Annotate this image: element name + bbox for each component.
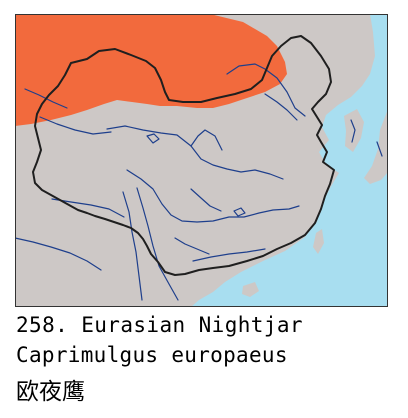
river-han [190,188,222,212]
range-map [15,14,388,307]
river-korea [350,119,356,143]
river-songhua [264,93,298,121]
hainan-island [242,282,259,297]
country-border [32,35,335,276]
species-chinese-name: 欧夜鹰 [16,379,85,405]
river-japan [376,141,383,157]
japan-islands [364,109,388,184]
river-amur [226,63,306,117]
species-latin-name: Caprimulgus europaeus [16,343,288,367]
lake-dongting [233,207,246,217]
taiwan-island [313,229,324,254]
lake-qinghai [146,133,160,144]
river-yangtze [126,169,300,223]
map-frame [15,14,388,307]
river-tarim [39,116,112,135]
river-yellow [106,125,284,180]
species-number-and-name: 258. Eurasian Nightjar [16,313,303,337]
river-yellow-loop [190,129,223,151]
river-salween [122,191,143,301]
river-mekong [136,187,179,301]
river-brahmaputra [51,198,125,218]
river-minor-south [174,237,210,255]
river-pearl [192,248,266,262]
river-network [15,63,383,301]
korea-peninsula [344,109,364,152]
river-ganges [15,237,102,271]
